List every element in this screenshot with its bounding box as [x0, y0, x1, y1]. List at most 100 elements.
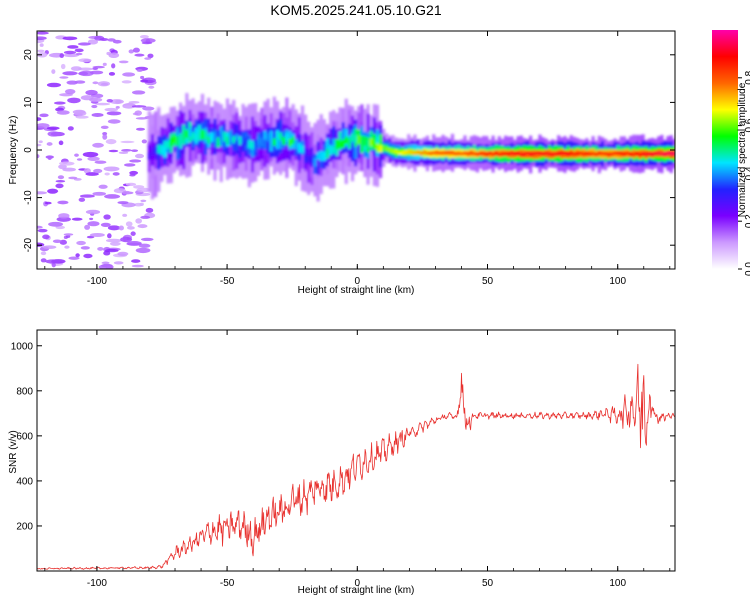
spectrogram-cell	[391, 149, 395, 153]
spectrogram-noise-cell	[142, 106, 155, 111]
spectrogram-y-ticks: -20 -10 0 10 20	[23, 49, 675, 252]
spectrogram-cell	[210, 132, 214, 142]
spectrogram-cell	[307, 155, 311, 163]
spectrogram-noise-cell	[64, 245, 70, 249]
spectrogram-cell	[672, 151, 675, 156]
spectrogram-noise-cell	[40, 258, 47, 263]
spectrogram-noise-cell	[103, 250, 111, 256]
spectrogram-noise-cell	[87, 156, 100, 162]
spectrogram-cell	[363, 136, 367, 146]
spectrogram-cell	[525, 151, 530, 155]
spectrogram-y-tick-label: 10	[23, 96, 34, 108]
spectrogram-cell	[172, 135, 176, 144]
spectrogram-noise-cell	[37, 228, 48, 233]
spectrogram-cell	[250, 141, 255, 150]
spectrogram-noise-cell	[89, 70, 104, 75]
spectrogram-noise-cell	[126, 241, 142, 246]
spectrogram-noise-cell	[121, 148, 132, 152]
spectrogram-noise-cell	[59, 76, 69, 79]
spectrogram-noise-cell	[134, 110, 142, 116]
spectrogram-cell	[313, 158, 317, 167]
spectrogram-cell	[147, 152, 151, 161]
spectrogram-cell	[538, 151, 542, 156]
spectrogram-cell	[382, 145, 386, 150]
spectrogram-cell	[322, 144, 326, 159]
spectrogram-noise-cell	[56, 110, 70, 115]
spectrogram-cell	[422, 150, 426, 155]
spectrogram-cell	[475, 152, 480, 156]
spectrogram-y-label: Frequency (Hz)	[8, 116, 19, 185]
spectrogram-cell	[650, 152, 655, 157]
spectrogram-noise-cell	[37, 117, 42, 121]
spectrogram-cell	[507, 151, 511, 156]
spectrogram-noise-cell	[62, 71, 78, 76]
spectrogram-noise-cell	[131, 259, 141, 263]
spectrogram-cell	[466, 151, 470, 156]
spectrogram-noise-cell	[100, 222, 111, 227]
spectrogram-cell	[244, 137, 248, 145]
spectrogram-noise-cell	[129, 159, 142, 163]
spectrogram-noise-cell	[145, 207, 154, 213]
spectrogram-cell	[597, 151, 601, 156]
spectrogram-cell	[332, 138, 336, 154]
spectrogram-noise-cell	[48, 221, 64, 227]
spectrogram-cell	[179, 134, 183, 144]
spectrogram-noise-cell	[37, 143, 42, 147]
spectrogram-noise-cell	[140, 237, 154, 242]
spectrogram-noise-cell	[92, 191, 107, 196]
spectrogram-heatmap	[37, 31, 675, 269]
spectrogram-cell	[635, 151, 639, 156]
spectrogram-noise-cell	[78, 67, 94, 71]
snr-y-tick-label: 200	[16, 521, 33, 532]
spectrogram-noise	[37, 31, 157, 269]
spectrogram-cell	[510, 151, 514, 156]
spectrogram-noise-cell	[99, 37, 109, 41]
spectrogram-noise-cell	[115, 105, 120, 109]
spectrogram-noise-cell	[74, 48, 84, 53]
spectrogram-cell	[372, 140, 376, 149]
spectrogram-cell	[329, 145, 333, 156]
spectrogram-noise-cell	[39, 43, 44, 47]
spectrogram-cell	[275, 130, 280, 149]
spectrogram-noise-cell	[107, 119, 121, 124]
snr-x-tick-label: 50	[482, 578, 494, 589]
spectrogram-cell	[660, 152, 664, 157]
spectrogram-cell	[400, 151, 405, 155]
spectrogram-cell	[435, 150, 439, 155]
spectrogram-cell	[344, 136, 348, 145]
colorbar-tick-label: 0.2	[744, 214, 750, 228]
spectrogram-noise-cell	[37, 36, 47, 41]
spectrogram-noise-cell	[104, 194, 121, 199]
spectrogram-cell	[488, 151, 492, 156]
spectrogram-cell	[282, 137, 286, 145]
spectrogram-noise-cell	[144, 57, 152, 60]
spectrogram-noise-cell	[122, 190, 131, 195]
spectrogram-cell	[200, 129, 205, 140]
spectrogram-cell	[447, 150, 451, 155]
spectrogram-noise-cell	[112, 172, 120, 176]
spectrogram-cell	[429, 151, 433, 156]
spectrogram-cell	[163, 147, 167, 157]
snr-y-tick-label: 600	[16, 431, 33, 442]
spectrogram-cell	[169, 137, 173, 147]
spectrogram-noise-cell	[122, 236, 128, 241]
spectrogram-cell	[266, 133, 270, 142]
spectrogram-x-ticks: -100 -50 0 50 100	[44, 31, 671, 287]
spectrogram-noise-cell	[139, 202, 144, 206]
snr-panel: -100 -50 0 50 100 200 400 600 800 1000 Height of…	[8, 329, 676, 596]
spectrogram-noise-cell	[102, 132, 108, 136]
spectrogram-x-tick-label: 100	[609, 276, 626, 287]
spectrogram-cell	[235, 140, 239, 151]
spectrogram-noise-cell	[102, 62, 107, 66]
spectrogram-noise-cell	[137, 224, 148, 229]
spectrogram-cell	[279, 132, 283, 149]
snr-y-tick-label: 800	[16, 386, 33, 397]
spectrogram-cell	[413, 151, 417, 156]
spectrogram-cell	[379, 145, 383, 153]
spectrogram-noise-cell	[76, 158, 83, 161]
spectrogram-cell	[582, 152, 586, 156]
spectrogram-x-label: Height of straight line (km)	[298, 285, 415, 296]
spectrogram-noise-cell	[84, 224, 91, 230]
spectrogram-cell	[550, 152, 555, 157]
spectrogram-noise-cell	[68, 256, 80, 260]
